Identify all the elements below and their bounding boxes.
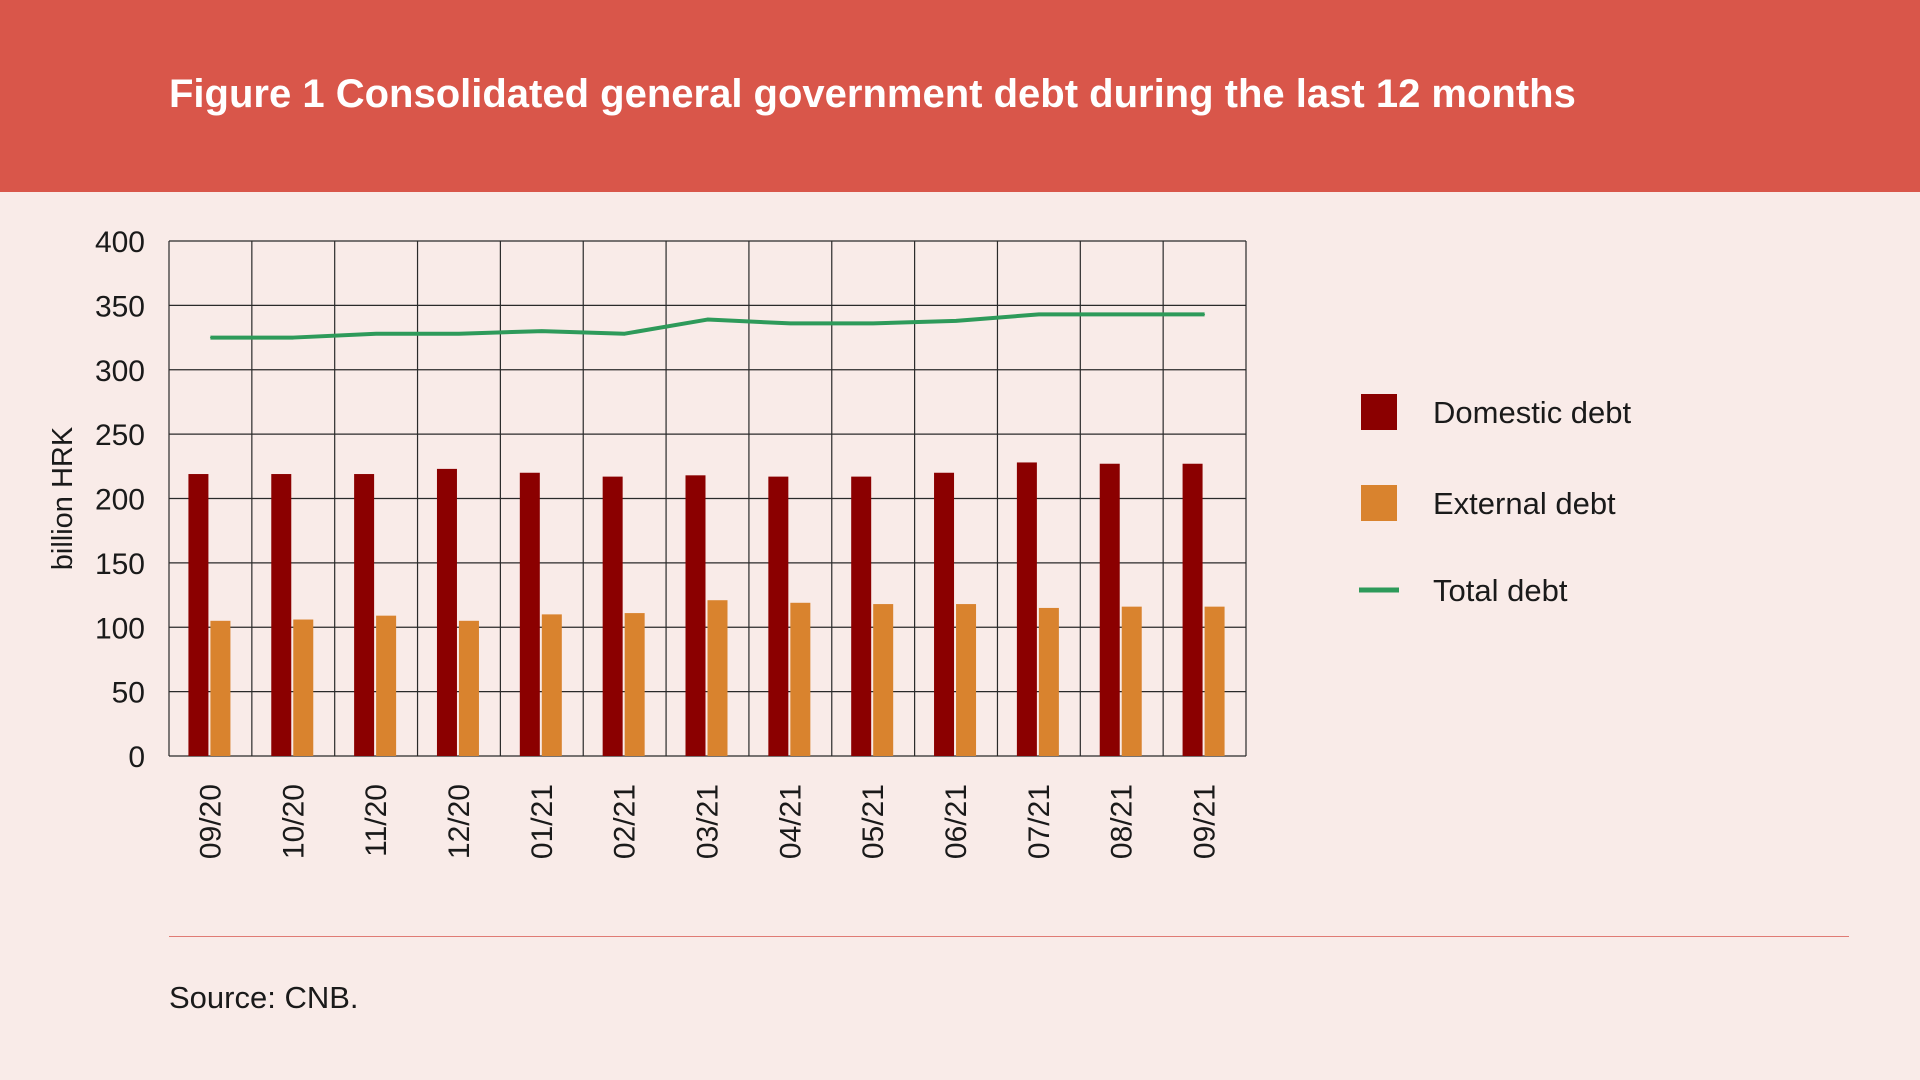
x-tick-label: 05/21 xyxy=(857,784,890,859)
y-tick-label: 350 xyxy=(95,290,145,323)
x-tick-label: 06/21 xyxy=(940,784,973,859)
total-debt-point xyxy=(1121,313,1123,315)
external-debt-bar xyxy=(458,620,479,756)
x-tick-label: 07/21 xyxy=(1023,784,1056,859)
external-debt-bar xyxy=(293,619,314,756)
y-tick-label: 400 xyxy=(95,226,145,259)
x-tick-label: 09/20 xyxy=(194,784,227,859)
legend-swatch xyxy=(1361,394,1397,430)
external-debt-bar xyxy=(1204,606,1225,756)
x-tick-label: 09/21 xyxy=(1189,784,1222,859)
legend-label: Domestic debt xyxy=(1433,395,1632,430)
external-debt-bar xyxy=(707,600,728,756)
domestic-debt-bar xyxy=(685,475,706,756)
total-debt-point xyxy=(209,337,211,339)
x-tick-label: 11/20 xyxy=(360,784,393,857)
external-debt-bar xyxy=(1121,606,1142,756)
domestic-debt-bar xyxy=(519,472,540,756)
y-tick-label: 50 xyxy=(112,677,145,710)
total-debt-point xyxy=(375,333,377,335)
total-debt-point xyxy=(1038,313,1040,315)
total-debt-point xyxy=(1204,313,1206,315)
y-axis-label: billion HRK xyxy=(47,426,79,570)
external-debt-bar xyxy=(956,604,977,756)
x-tick-label: 04/21 xyxy=(774,784,807,859)
x-tick-label: 01/21 xyxy=(526,784,559,859)
total-debt-line xyxy=(210,312,1205,340)
external-debt-bar xyxy=(376,615,397,756)
x-tick-label: 02/21 xyxy=(609,784,642,859)
total-debt-point xyxy=(541,330,543,332)
domestic-debt-bar xyxy=(602,476,623,756)
domestic-debt-bar xyxy=(1099,463,1120,756)
total-debt-point xyxy=(955,320,957,322)
y-tick-label: 300 xyxy=(95,355,145,388)
domestic-debt-bar xyxy=(1016,462,1037,756)
total-debt-point xyxy=(458,333,460,335)
source-note: Source: CNB. xyxy=(169,980,359,1015)
domestic-debt-bar xyxy=(436,468,457,756)
external-debt-bar xyxy=(541,614,562,756)
figure-title: Figure 1 Consolidated general government… xyxy=(169,72,1576,116)
domestic-debt-bar xyxy=(271,474,292,756)
domestic-debt-bar xyxy=(768,476,789,756)
domestic-debt-bar xyxy=(1182,463,1203,756)
x-tick-label: 03/21 xyxy=(692,784,725,859)
total-debt-point xyxy=(292,337,294,339)
external-debt-bar xyxy=(1038,607,1059,756)
external-debt-bar xyxy=(873,604,894,756)
external-debt-bar xyxy=(790,602,811,756)
y-tick-label: 200 xyxy=(95,484,145,517)
domestic-debt-bar xyxy=(851,476,872,756)
domestic-debt-bar xyxy=(354,474,375,756)
debt-chart: 0 50 100 150 200 250 300 350 400 09/20 10/20 11/20 1… xyxy=(47,226,1632,859)
total-debt-point xyxy=(624,333,626,335)
domestic-debt-bar xyxy=(188,474,209,756)
x-tick-label: 12/20 xyxy=(443,784,476,859)
external-debt-bar xyxy=(210,620,231,756)
y-tick-label: 100 xyxy=(95,612,145,645)
domestic-debt-bar xyxy=(934,472,955,756)
y-tick-label: 250 xyxy=(95,419,145,452)
legend-swatch xyxy=(1361,485,1397,521)
legend-label: Total debt xyxy=(1433,573,1568,608)
external-debt-bar xyxy=(624,613,645,756)
total-debt-point xyxy=(789,322,791,324)
legend: Domestic debt External debt Total debt xyxy=(1359,394,1632,608)
y-tick-label: 150 xyxy=(95,548,145,581)
total-debt-point xyxy=(872,322,874,324)
total-debt-point xyxy=(707,319,708,321)
figure-header: Figure 1 Consolidated general government… xyxy=(0,0,1920,192)
y-tick-label: 0 xyxy=(128,741,145,774)
x-tick-label: 08/21 xyxy=(1106,784,1139,859)
legend-label: External debt xyxy=(1433,486,1616,521)
footer-divider xyxy=(169,936,1849,937)
x-tick-label: 10/20 xyxy=(277,784,310,859)
